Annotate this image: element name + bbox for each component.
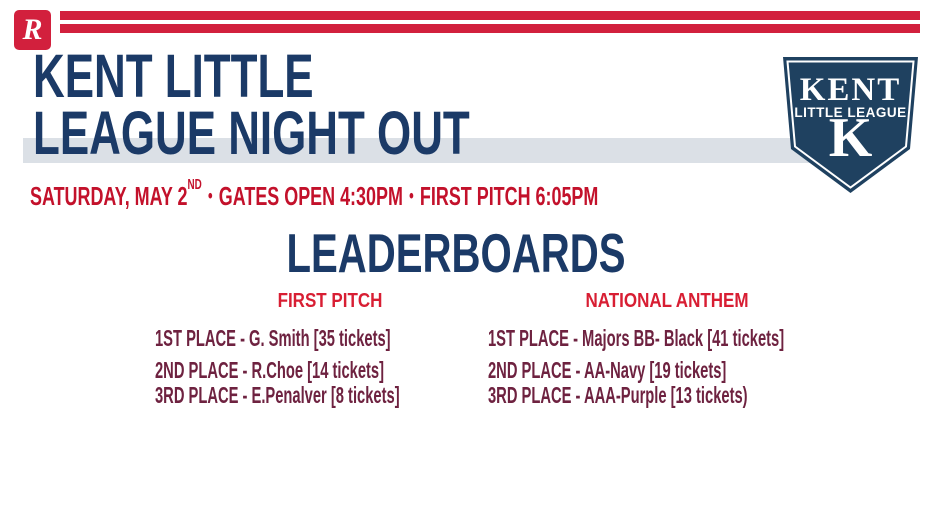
first-pitch-time: FIRST PITCH 6:05PM [419,181,599,211]
kent-little-league-shield-logo: KENT LITTLE LEAGUE K [783,57,918,193]
first-pitch-column-title: FIRST PITCH [277,290,383,312]
pinstripe-top [60,11,920,20]
leaderboard-entry: 3RD PLACE - E.Penalver [8 tickets] [155,382,400,408]
leaderboards-heading: LEADERBOARDS [286,222,626,284]
rawlings-logo: R [14,10,51,50]
leaderboard-entry: 3RD PLACE - AAA-Purple [13 tickets) [488,382,748,408]
event-date-ordinal: ND [187,176,202,193]
leaderboard-entry: 1ST PLACE - G. Smith [35 tickets] [155,325,391,351]
gray-accent-band [23,138,853,163]
leaderboard-entry: 1ST PLACE - Majors BB- Black [41 tickets… [488,325,785,351]
shield-letter-k: K [828,107,873,169]
gates-open-time: GATES OPEN 4:30PM [218,181,403,211]
home-plate-shield-icon [783,57,918,193]
page-title-line1: KENT LITTLE [33,42,314,110]
national-anthem-column-title: NATIONAL ANTHEM [585,290,749,312]
event-date: SATURDAY, MAY 2 [30,181,188,211]
event-info-line: SATURDAY, MAY 2ND• GATES OPEN 4:30PM • FIRS… [30,178,599,211]
shield-text-kent: KENT [799,72,902,108]
leaderboard-entry: 2ND PLACE - AA-Navy [19 tickets] [488,357,727,383]
rawlings-r-letter: R [22,13,43,46]
shield-text-little-league: LITTLE LEAGUE [794,105,907,120]
bullet-separator: • [207,186,213,207]
leaderboard-entry: 2ND PLACE - R.Choe [14 tickets] [155,357,385,383]
bullet-separator: • [409,186,414,207]
page-title-line2: LEAGUE NIGHT OUT [33,99,470,167]
pinstripe-bottom [60,24,920,33]
